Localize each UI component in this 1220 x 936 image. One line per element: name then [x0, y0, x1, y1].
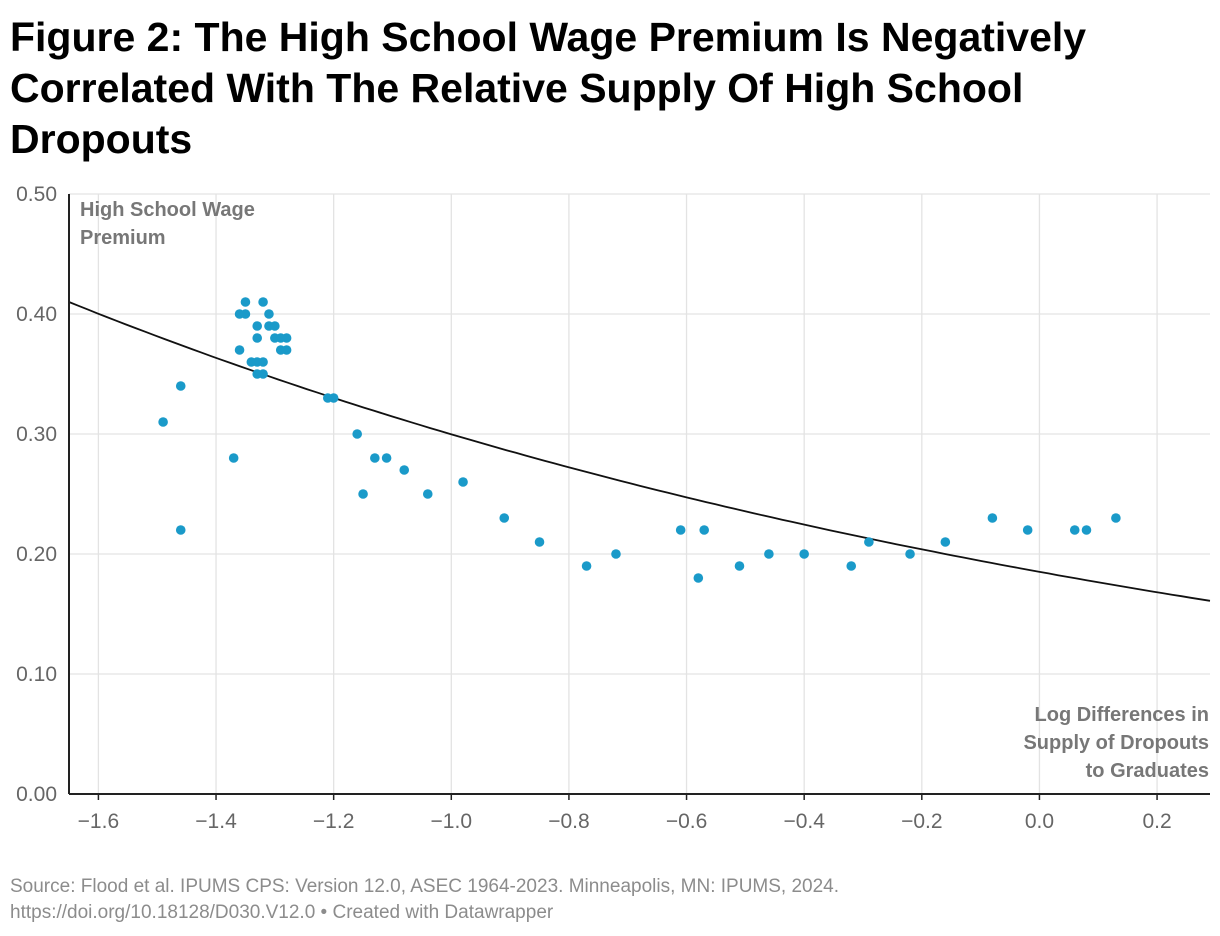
data-point: [258, 369, 268, 379]
data-point: [534, 537, 545, 547]
source-line-1: Source: Flood et al. IPUMS CPS: Version …: [10, 876, 840, 897]
grid-lines: [69, 193, 1210, 795]
data-point: [699, 525, 709, 535]
data-point: [499, 513, 510, 523]
data-point: [175, 381, 186, 391]
x-tick-label: −0.8: [548, 810, 589, 833]
data-point: [693, 573, 704, 583]
data-point: [358, 489, 368, 499]
data-points: [158, 297, 1121, 583]
data-point: [158, 417, 168, 427]
data-point: [258, 357, 268, 367]
source-line-2: https://doi.org/10.18128/D030.V12.0 • Cr…: [10, 902, 554, 923]
data-point: [422, 489, 433, 499]
chart-title: Figure 2: The High School Wage Premium I…: [10, 14, 1087, 162]
data-point: [328, 393, 339, 403]
data-point: [581, 561, 592, 571]
x-tick-label: −1.4: [195, 810, 237, 833]
data-point: [1022, 525, 1033, 535]
data-point: [399, 465, 410, 475]
x-tick-labels: −1.6 −1.4 −1.2 −1.0 −0.8 −0.6 −0.4 −0.2 0.0 0.2: [78, 794, 1172, 833]
data-point: [940, 537, 951, 547]
data-point: [240, 297, 251, 307]
x-tick-label: −1.2: [313, 810, 354, 833]
data-point: [905, 549, 915, 559]
y-tick-labels: 0.00 0.10 0.20 0.30 0.40 0.50: [16, 183, 57, 806]
data-point: [864, 537, 874, 547]
x-tick-label: −0.4: [783, 810, 825, 833]
data-point: [458, 477, 468, 487]
data-point: [675, 525, 686, 535]
data-point: [846, 561, 857, 571]
data-point: [1111, 513, 1121, 523]
x-tick-label: −1.6: [78, 810, 119, 833]
data-point: [370, 453, 380, 463]
data-point: [1069, 525, 1080, 535]
y-tick-label: 0.10: [16, 663, 57, 686]
source-notes: Source: Flood et al. IPUMS CPS: Version …: [10, 874, 1200, 926]
data-point: [252, 333, 263, 343]
data-point: [1081, 525, 1092, 535]
x-tick-label: −0.2: [901, 810, 942, 833]
y-tick-label: 0.00: [16, 783, 57, 806]
data-point: [252, 321, 263, 331]
data-point: [381, 453, 392, 463]
data-point: [734, 561, 745, 571]
data-point: [175, 525, 186, 535]
y-tick-label: 0.30: [16, 423, 57, 446]
x-tick-label: −1.0: [431, 810, 472, 833]
x-tick-label: 0.2: [1142, 810, 1171, 833]
data-point: [228, 453, 239, 463]
data-point: [240, 309, 251, 319]
data-point: [281, 345, 292, 355]
y-tick-label: 0.50: [16, 183, 57, 206]
data-point: [764, 549, 774, 559]
y-tick-label: 0.40: [16, 303, 57, 326]
data-point: [281, 333, 292, 343]
x-tick-label: −0.6: [666, 810, 707, 833]
data-point: [258, 297, 268, 307]
data-point: [352, 429, 362, 439]
data-point: [234, 345, 245, 355]
x-axis-label: Log Differences in Supply of Dropouts to G…: [1023, 704, 1209, 782]
y-axis-label: High School Wage Premium: [80, 199, 255, 249]
data-point: [799, 549, 809, 559]
data-point: [987, 513, 998, 523]
data-point: [264, 309, 274, 319]
data-point: [270, 321, 280, 331]
x-tick-label: 0.0: [1025, 810, 1054, 833]
data-point: [611, 549, 621, 559]
y-tick-label: 0.20: [16, 543, 57, 566]
